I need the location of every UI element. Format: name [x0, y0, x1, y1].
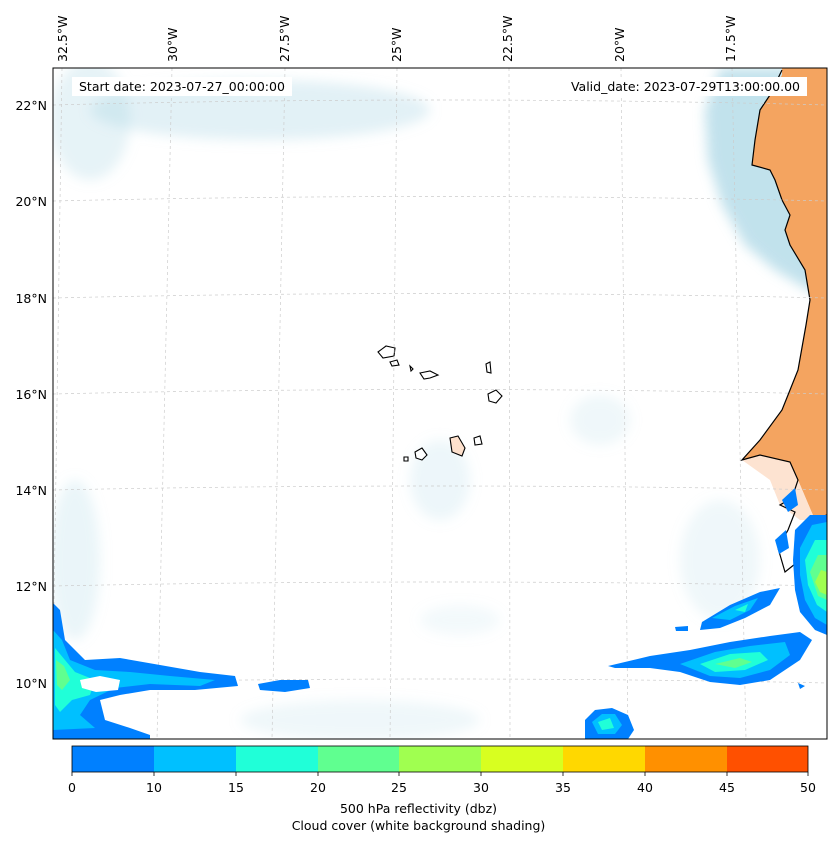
- colorbar-segment-35-40: [563, 746, 645, 772]
- lat-label-10n: 10°N: [15, 676, 47, 691]
- lat-label-16n: 16°N: [15, 387, 47, 402]
- colorbar-segment-15-20: [236, 746, 318, 772]
- lat-label-12n: 12°N: [15, 579, 47, 594]
- reflectivity-southwest: [53, 603, 310, 739]
- colorbar-tick-45: 45: [719, 780, 735, 795]
- lon-label-27-5w: 27.5°W: [277, 16, 292, 62]
- lon-label-25w: 25°W: [389, 27, 404, 62]
- lat-label-14n: 14°N: [15, 483, 47, 498]
- latitude-axis: 22°N 20°N 18°N 16°N 14°N 12°N 10°N: [15, 98, 47, 691]
- colorbar-segment-10-15: [154, 746, 236, 772]
- colorbar-segment-25-30: [399, 746, 481, 772]
- lat-label-18n: 18°N: [15, 291, 47, 306]
- longitude-axis: 32.5°W 30°W 27.5°W 25°W 22.5°W 20°W 17.5…: [55, 16, 738, 62]
- colorbar-tick-20: 20: [310, 780, 326, 795]
- colorbar-segment-30-35: [481, 746, 563, 772]
- lat-label-22n: 22°N: [15, 98, 47, 113]
- cape-verde-islands: [377, 345, 503, 462]
- colorbar-segment-0-10: [72, 746, 154, 772]
- lon-label-22-5w: 22.5°W: [500, 16, 515, 62]
- colorbar-segment-45-50: [727, 746, 808, 772]
- colorbar-tick-50: 50: [800, 780, 816, 795]
- colorbar-tick-35: 35: [555, 780, 571, 795]
- colorbar-title-reflectivity: 500 hPa reflectivity (dbz): [339, 801, 498, 816]
- valid-date-label: Valid_date: 2023-07-29T13:00:00.00: [563, 77, 807, 96]
- lon-label-17-5w: 17.5°W: [723, 16, 738, 62]
- colorbar-segment-20-25: [318, 746, 399, 772]
- colorbar-tick-40: 40: [637, 780, 653, 795]
- colorbar-tick-15: 15: [228, 780, 244, 795]
- colorbar: 0 10 15 20 25 30 35 40 45 50: [68, 745, 816, 795]
- lat-label-20n: 20°N: [15, 194, 47, 209]
- colorbar-tick-25: 25: [391, 780, 407, 795]
- colorbar-frame: [71, 745, 809, 773]
- colorbar-title-cloud-cover: Cloud cover (white background shading): [291, 818, 546, 833]
- map-frame: [52, 67, 828, 740]
- lon-label-20w: 20°W: [612, 27, 627, 62]
- colorbar-tick-30: 30: [473, 780, 489, 795]
- reflectivity-southeast: [585, 488, 827, 739]
- lon-label-32-5w: 32.5°W: [55, 16, 70, 62]
- colorbar-tick-10: 10: [146, 780, 162, 795]
- colorbar-segment-40-45: [645, 746, 727, 772]
- colorbar-tick-0: 0: [68, 780, 76, 795]
- start-date-label: Start date: 2023-07-27_00:00:00: [72, 77, 292, 96]
- africa-land-desert: [742, 68, 827, 520]
- lon-label-30w: 30°W: [165, 27, 180, 62]
